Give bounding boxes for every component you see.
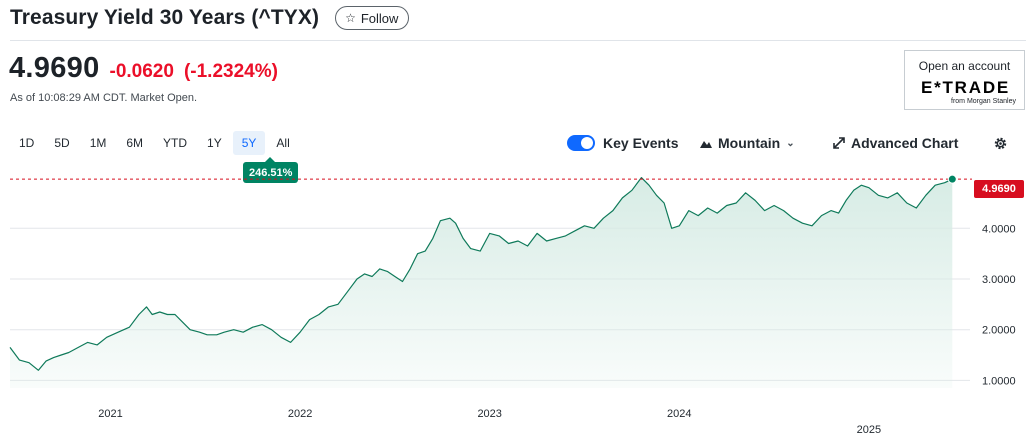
price-change-percent: (-1.2324%) bbox=[183, 61, 278, 82]
chart-type-label: Mountain bbox=[718, 135, 781, 151]
x-tick-label: 2024 bbox=[667, 408, 691, 420]
performance-badge: 246.51% bbox=[243, 157, 299, 183]
last-point-marker bbox=[947, 174, 957, 184]
advanced-chart-label: Advanced Chart bbox=[851, 135, 959, 151]
chevron-down-icon: ⌄ bbox=[786, 137, 795, 149]
y-tick-label: 2.0000 bbox=[982, 325, 1016, 337]
settings-button[interactable] bbox=[993, 132, 1008, 154]
chart-type-dropdown[interactable]: Mountain ⌄ bbox=[700, 132, 795, 154]
x-tick-label: 2022 bbox=[288, 408, 312, 420]
tab-1d[interactable]: 1D bbox=[19, 136, 35, 150]
star-icon: ☆ bbox=[345, 11, 356, 25]
ad-sub-label: from Morgan Stanley bbox=[951, 98, 1016, 105]
key-events-toggle[interactable]: Key Events bbox=[567, 132, 678, 154]
tab-5y[interactable]: 5Y bbox=[232, 131, 266, 155]
header-divider bbox=[10, 40, 1026, 41]
price-change: -0.0620 bbox=[109, 61, 174, 82]
last-price-tag: 4.9690 bbox=[974, 180, 1024, 198]
y-tick-label: 1.0000 bbox=[982, 375, 1016, 387]
advanced-chart-button[interactable]: Advanced Chart bbox=[833, 132, 958, 154]
y-tick-label: 3.0000 bbox=[982, 274, 1016, 286]
tab-5d[interactable]: 5D bbox=[54, 136, 70, 150]
quote-price-row: 4.9690 -0.0620 (-1.2324%) bbox=[9, 52, 278, 85]
y-tick-label: 4.0000 bbox=[982, 223, 1016, 235]
current-price: 4.9690 bbox=[9, 52, 100, 84]
etrade-logo: E*TRADE bbox=[920, 78, 1011, 97]
x-tick-label: 2025 bbox=[857, 424, 881, 436]
gear-icon bbox=[994, 137, 1007, 149]
tab-ytd[interactable]: YTD bbox=[163, 136, 188, 150]
ad-open-account-label: Open an account bbox=[918, 59, 1011, 73]
series-line bbox=[9, 177, 953, 371]
tab-all[interactable]: All bbox=[276, 136, 290, 150]
page-title: Treasury Yield 30 Years (^TYX) bbox=[10, 6, 320, 29]
range-tabs: 1D 5D 1M 6M YTD 1Y 5Y All bbox=[10, 131, 299, 155]
tab-1m[interactable]: 1M bbox=[89, 136, 107, 150]
key-events-label: Key Events bbox=[603, 135, 679, 151]
etrade-ad[interactable]: Open an account E*TRADE from Morgan Stan… bbox=[904, 50, 1025, 110]
mountain-icon bbox=[700, 141, 712, 148]
area-fill bbox=[10, 177, 953, 388]
follow-label: Follow bbox=[360, 10, 399, 26]
tab-6m[interactable]: 6M bbox=[126, 136, 144, 150]
toggle-switch[interactable] bbox=[567, 135, 595, 151]
tab-1y[interactable]: 1Y bbox=[207, 136, 222, 150]
expand-icon bbox=[833, 137, 845, 149]
follow-button[interactable]: ☆ Follow bbox=[335, 6, 410, 30]
x-tick-label: 2023 bbox=[477, 408, 501, 420]
x-tick-label: 2021 bbox=[98, 408, 122, 420]
market-timestamp: As of 10:08:29 AM CDT. Market Open. bbox=[10, 92, 198, 104]
